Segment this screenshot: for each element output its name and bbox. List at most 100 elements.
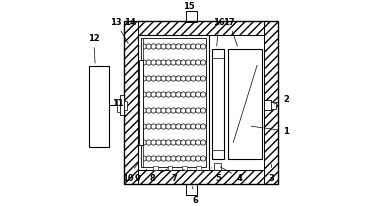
Circle shape <box>176 156 181 161</box>
Circle shape <box>151 108 156 114</box>
Circle shape <box>181 45 186 50</box>
Circle shape <box>166 61 171 66</box>
Circle shape <box>146 45 151 50</box>
Circle shape <box>196 156 201 161</box>
Bar <box>168 166 172 170</box>
Circle shape <box>141 61 146 66</box>
Circle shape <box>196 45 201 50</box>
Circle shape <box>191 140 196 145</box>
Circle shape <box>146 140 151 145</box>
Text: 16: 16 <box>213 18 225 47</box>
Circle shape <box>191 61 196 66</box>
Text: 2: 2 <box>274 95 289 104</box>
Bar <box>120 96 124 116</box>
Bar <box>153 166 158 170</box>
Circle shape <box>196 61 201 66</box>
Circle shape <box>156 45 161 50</box>
Text: 1: 1 <box>251 127 288 136</box>
Circle shape <box>161 108 166 114</box>
Circle shape <box>181 108 186 114</box>
Text: 6: 6 <box>192 187 199 204</box>
Circle shape <box>171 140 176 145</box>
Circle shape <box>141 76 146 82</box>
Circle shape <box>186 76 191 82</box>
Circle shape <box>171 108 176 114</box>
Circle shape <box>141 45 146 50</box>
Bar <box>228 50 262 159</box>
Bar <box>139 60 143 146</box>
Circle shape <box>196 140 201 145</box>
Circle shape <box>156 156 161 161</box>
Bar <box>212 50 224 159</box>
Circle shape <box>176 76 181 82</box>
Circle shape <box>176 45 181 50</box>
Text: 15: 15 <box>183 2 195 11</box>
Circle shape <box>141 156 146 161</box>
Circle shape <box>161 76 166 82</box>
Circle shape <box>186 61 191 66</box>
Circle shape <box>191 124 196 130</box>
Circle shape <box>171 45 176 50</box>
Circle shape <box>200 92 206 98</box>
Circle shape <box>166 92 171 98</box>
Circle shape <box>200 61 206 66</box>
Circle shape <box>161 156 166 161</box>
Bar <box>141 39 143 167</box>
Bar <box>186 12 197 23</box>
Circle shape <box>166 76 171 82</box>
Circle shape <box>181 92 186 98</box>
Text: 3: 3 <box>269 164 274 182</box>
Circle shape <box>171 156 176 161</box>
Circle shape <box>161 124 166 130</box>
Circle shape <box>141 140 146 145</box>
Text: 11: 11 <box>111 98 123 108</box>
Circle shape <box>176 124 181 130</box>
Circle shape <box>191 76 196 82</box>
Circle shape <box>181 156 186 161</box>
Circle shape <box>156 108 161 114</box>
Circle shape <box>156 76 161 82</box>
Bar <box>117 99 120 112</box>
Circle shape <box>161 61 166 66</box>
Text: 5: 5 <box>211 168 221 182</box>
Bar <box>141 39 206 167</box>
Circle shape <box>191 156 196 161</box>
Circle shape <box>186 108 191 114</box>
Circle shape <box>171 92 176 98</box>
Circle shape <box>141 108 146 114</box>
Circle shape <box>166 140 171 145</box>
Circle shape <box>181 124 186 130</box>
Circle shape <box>186 45 191 50</box>
Circle shape <box>146 92 151 98</box>
Circle shape <box>141 124 146 130</box>
Bar <box>196 166 200 170</box>
Circle shape <box>166 156 171 161</box>
Bar <box>264 22 278 184</box>
Circle shape <box>171 76 176 82</box>
Circle shape <box>186 156 191 161</box>
Text: 8: 8 <box>150 169 168 182</box>
Circle shape <box>176 140 181 145</box>
Circle shape <box>176 108 181 114</box>
Circle shape <box>181 61 186 66</box>
Bar <box>271 102 276 109</box>
Circle shape <box>176 61 181 66</box>
Circle shape <box>200 45 206 50</box>
Circle shape <box>166 108 171 114</box>
Circle shape <box>186 140 191 145</box>
Circle shape <box>196 76 201 82</box>
Circle shape <box>171 61 176 66</box>
Text: 4: 4 <box>220 167 243 182</box>
Bar <box>124 101 127 110</box>
Circle shape <box>151 156 156 161</box>
Circle shape <box>146 156 151 161</box>
Circle shape <box>151 140 156 145</box>
Circle shape <box>156 124 161 130</box>
Text: 7: 7 <box>172 170 184 182</box>
Circle shape <box>200 76 206 82</box>
Bar <box>138 36 209 170</box>
Text: 17: 17 <box>223 18 237 47</box>
Circle shape <box>191 92 196 98</box>
Bar <box>124 22 138 184</box>
Bar <box>214 163 221 170</box>
